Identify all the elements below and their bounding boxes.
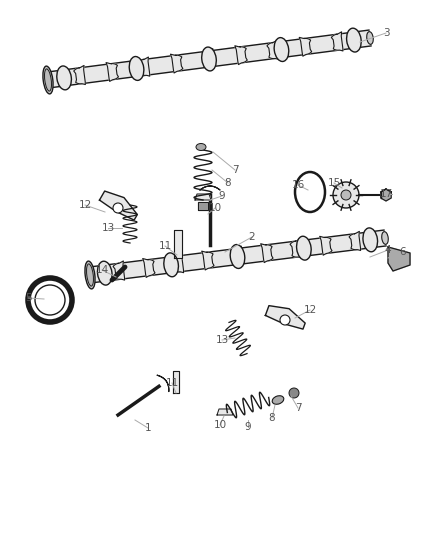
Text: 11: 11 [166,378,179,388]
Ellipse shape [230,245,245,269]
Text: 10: 10 [213,420,226,430]
Polygon shape [172,254,184,273]
Polygon shape [261,244,273,263]
Text: 17: 17 [379,189,392,199]
Polygon shape [173,371,179,393]
Polygon shape [74,66,85,85]
Polygon shape [349,231,360,251]
Polygon shape [170,54,183,73]
Polygon shape [113,261,124,280]
Ellipse shape [43,66,53,94]
Polygon shape [138,57,150,76]
Polygon shape [290,239,302,258]
Ellipse shape [57,66,71,90]
Text: 13: 13 [215,335,229,345]
Text: 8: 8 [225,178,231,188]
Ellipse shape [367,31,373,44]
Polygon shape [157,375,169,392]
Polygon shape [99,191,138,220]
Polygon shape [217,409,233,415]
Circle shape [280,315,290,325]
Text: 8: 8 [268,413,276,423]
Text: 1: 1 [145,423,151,433]
Circle shape [341,190,351,200]
Text: 10: 10 [208,203,222,213]
Polygon shape [299,37,311,56]
Ellipse shape [382,232,388,244]
Text: 7: 7 [232,165,238,175]
Circle shape [333,182,359,208]
Ellipse shape [274,38,289,61]
Ellipse shape [363,228,378,252]
Polygon shape [267,41,279,59]
Polygon shape [174,230,182,258]
Text: 11: 11 [159,241,172,251]
Ellipse shape [346,28,361,52]
Ellipse shape [45,69,52,91]
Polygon shape [202,49,214,68]
Text: 14: 14 [95,265,109,275]
Polygon shape [265,305,305,329]
Ellipse shape [85,261,95,289]
Polygon shape [195,194,211,200]
Ellipse shape [196,143,206,150]
Text: 9: 9 [245,422,251,432]
Polygon shape [89,230,386,283]
Ellipse shape [164,253,178,277]
Polygon shape [106,62,118,82]
Circle shape [113,203,123,213]
Text: 5: 5 [25,293,31,303]
Ellipse shape [297,236,311,260]
Text: 3: 3 [383,28,389,38]
Text: 6: 6 [400,247,406,257]
Text: 12: 12 [304,305,317,315]
Text: 9: 9 [219,191,225,201]
Text: 16: 16 [291,180,304,190]
Ellipse shape [272,395,284,405]
Polygon shape [202,251,214,270]
Polygon shape [332,32,343,51]
Polygon shape [198,202,208,210]
Polygon shape [381,189,391,201]
Text: 12: 12 [78,200,92,210]
Polygon shape [231,246,243,265]
Text: 13: 13 [101,223,115,233]
Polygon shape [388,247,410,271]
Ellipse shape [201,47,216,71]
Polygon shape [47,30,371,88]
Circle shape [289,388,299,398]
Ellipse shape [97,261,112,285]
Polygon shape [320,236,332,255]
Text: 4: 4 [385,245,391,255]
Polygon shape [143,259,155,277]
Text: 15: 15 [327,178,341,188]
Text: 7: 7 [295,403,301,413]
Ellipse shape [87,264,93,286]
Ellipse shape [129,56,144,80]
Text: 2: 2 [249,232,255,242]
Polygon shape [235,46,247,64]
Polygon shape [200,186,220,190]
